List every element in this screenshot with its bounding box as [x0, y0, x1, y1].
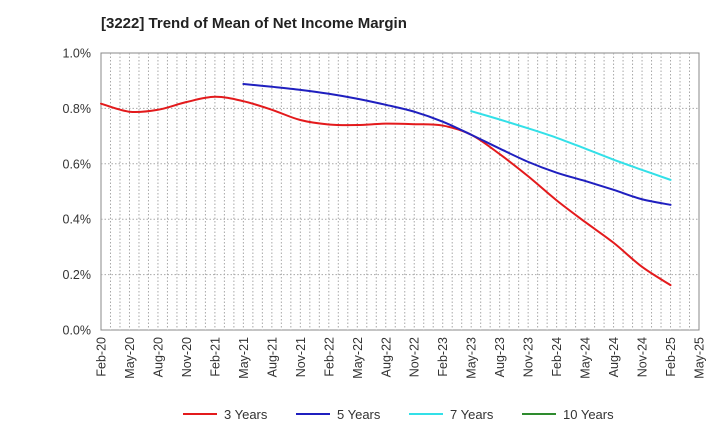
y-tick-label: 0.2% — [63, 268, 92, 282]
x-tick-label: Feb-20 — [95, 337, 109, 377]
x-tick-label: Nov-24 — [636, 337, 650, 377]
x-tick-label: Aug-24 — [607, 337, 621, 377]
x-tick-label: Aug-23 — [493, 337, 507, 377]
x-tick-label: May-23 — [465, 337, 479, 379]
x-tick-label: Aug-21 — [265, 337, 279, 377]
x-tick-label: Feb-24 — [550, 337, 564, 377]
x-tick-label: Feb-25 — [664, 337, 678, 377]
x-tick-label: Feb-22 — [322, 337, 336, 377]
x-tick-label: Feb-23 — [436, 337, 450, 377]
series-line-1 — [100, 95, 672, 287]
x-tick-label: Nov-21 — [294, 337, 308, 377]
y-tick-label: 0.4% — [63, 213, 92, 227]
y-tick-label: 0.8% — [63, 102, 92, 116]
chart-title: [3222] Trend of Mean of Net Income Margi… — [101, 15, 407, 32]
x-tick-label: May-20 — [123, 337, 137, 379]
x-axis: Feb-20 May-20 Aug-20 Nov-20 Feb-21 May-21 Aug-… — [95, 337, 707, 379]
legend-label-2: 5 Years — [337, 407, 381, 422]
y-tick-label: 1.0% — [63, 47, 92, 61]
x-tick-label: Nov-20 — [180, 337, 194, 377]
series-layer — [100, 83, 672, 287]
x-tick-label: Aug-20 — [151, 337, 165, 377]
x-tick-label: Nov-23 — [522, 337, 536, 377]
series-line-3 — [470, 110, 672, 181]
y-axis: 0.0% 0.2% 0.4% 0.6% 0.8% 1.0% — [63, 47, 92, 338]
x-tick-label: Aug-22 — [379, 337, 393, 377]
legend-label-1: 3 Years — [224, 407, 268, 422]
legend-label-4: 10 Years — [563, 407, 614, 422]
legend: 3 Years 5 Years 7 Years 10 Years — [183, 407, 614, 422]
x-tick-label: May-21 — [237, 337, 251, 379]
x-tick-label: Nov-22 — [408, 337, 422, 377]
y-tick-label: 0.6% — [63, 157, 92, 171]
plot-area — [100, 52, 700, 331]
x-tick-label: Feb-21 — [208, 337, 222, 377]
x-tick-label: May-24 — [579, 337, 593, 379]
series-line-2 — [242, 83, 672, 206]
y-tick-label: 0.0% — [63, 324, 92, 338]
legend-label-3: 7 Years — [450, 407, 494, 422]
x-tick-label: May-22 — [351, 337, 365, 379]
x-tick-label: May-25 — [693, 337, 707, 379]
